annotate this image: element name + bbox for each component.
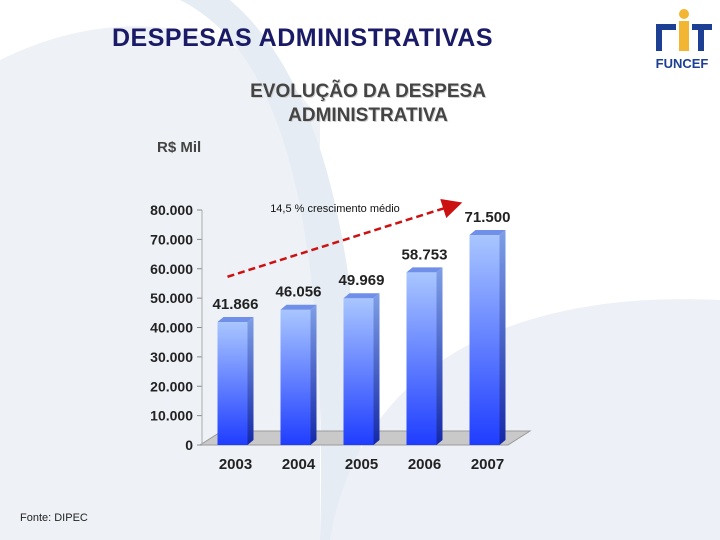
bar-side [247, 317, 254, 445]
category-label: 2004 [282, 456, 316, 473]
y-tick-label: 70.000 [150, 231, 193, 247]
slide-title: DESPESAS ADMINISTRATIVAS [112, 24, 494, 52]
bar-2004 [280, 309, 311, 445]
bar-side [373, 293, 380, 445]
category-label: 2006 [408, 456, 441, 473]
category-label: 2003 [219, 456, 252, 473]
chart-title: EVOLUÇÃO DA DESPESA ADMINISTRATIVA [228, 80, 508, 128]
bar-top [343, 293, 380, 299]
source-note: Fonte: DIPEC [20, 512, 88, 524]
bar-side [436, 267, 443, 445]
category-label: 2005 [345, 456, 378, 473]
y-tick-label: 30.000 [150, 349, 193, 365]
funcef-logo-icon [656, 9, 712, 51]
bar-side [499, 229, 506, 445]
bar-top [469, 229, 506, 235]
bar-top [217, 317, 254, 323]
y-tick-label: 0 [185, 437, 193, 453]
bar-top [406, 267, 443, 273]
category-label: 2007 [471, 456, 504, 473]
y-tick-label: 50.000 [150, 290, 193, 306]
bar-2007 [469, 234, 500, 445]
trend-annotation: 14,5 % crescimento médio [270, 203, 400, 215]
bar-2005 [343, 298, 374, 445]
y-tick-label: 20.000 [150, 378, 193, 394]
value-label: 71.500 [465, 209, 511, 226]
trend-arrow [227, 198, 463, 278]
chart-title-line-1: EVOLUÇÃO DA DESPESA [250, 81, 486, 102]
bar-side [310, 304, 317, 445]
value-label: 49.969 [339, 272, 385, 289]
logo-text: FUNCEF [655, 56, 709, 71]
y-tick-label: 10.000 [150, 408, 193, 424]
bar-2006 [406, 272, 437, 445]
y-tick-label: 40.000 [150, 320, 193, 336]
value-label: 58.753 [402, 246, 448, 263]
value-label: 46.056 [276, 284, 322, 301]
unit-label: R$ Mil [157, 139, 202, 156]
chart-title-line-2: ADMINISTRATIVA [288, 105, 448, 126]
y-tick-label: 60.000 [150, 261, 193, 277]
bar-2003 [217, 322, 248, 445]
value-label: 41.866 [213, 296, 259, 313]
funcef-logo: FUNCEF [648, 8, 716, 78]
bar-top [280, 304, 317, 310]
y-tick-label: 80.000 [150, 202, 193, 218]
